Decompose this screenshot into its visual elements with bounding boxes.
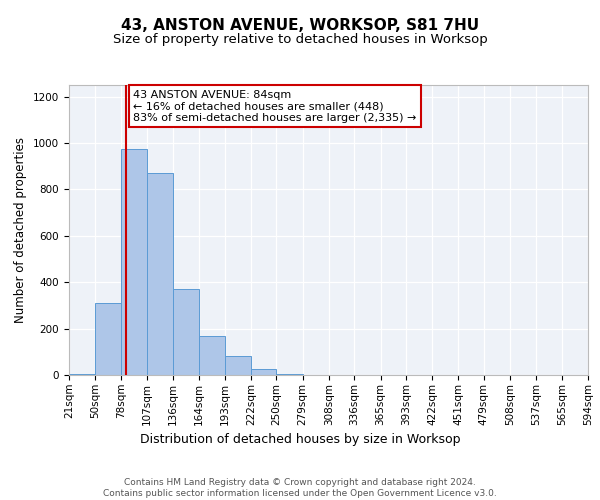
- Text: Size of property relative to detached houses in Worksop: Size of property relative to detached ho…: [113, 32, 487, 46]
- Text: Distribution of detached houses by size in Worksop: Distribution of detached houses by size …: [140, 432, 460, 446]
- Bar: [199, 336, 225, 375]
- Bar: [173, 289, 199, 375]
- Bar: [147, 173, 173, 375]
- Bar: [69, 374, 95, 375]
- Text: 43 ANSTON AVENUE: 84sqm
← 16% of detached houses are smaller (448)
83% of semi-d: 43 ANSTON AVENUE: 84sqm ← 16% of detache…: [133, 90, 416, 123]
- Text: 43, ANSTON AVENUE, WORKSOP, S81 7HU: 43, ANSTON AVENUE, WORKSOP, S81 7HU: [121, 18, 479, 32]
- Text: Contains HM Land Registry data © Crown copyright and database right 2024.
Contai: Contains HM Land Registry data © Crown c…: [103, 478, 497, 498]
- Y-axis label: Number of detached properties: Number of detached properties: [14, 137, 28, 323]
- Bar: [95, 303, 121, 375]
- Bar: [251, 369, 277, 375]
- Bar: [277, 374, 302, 375]
- Bar: [225, 356, 251, 375]
- Bar: [121, 149, 147, 375]
